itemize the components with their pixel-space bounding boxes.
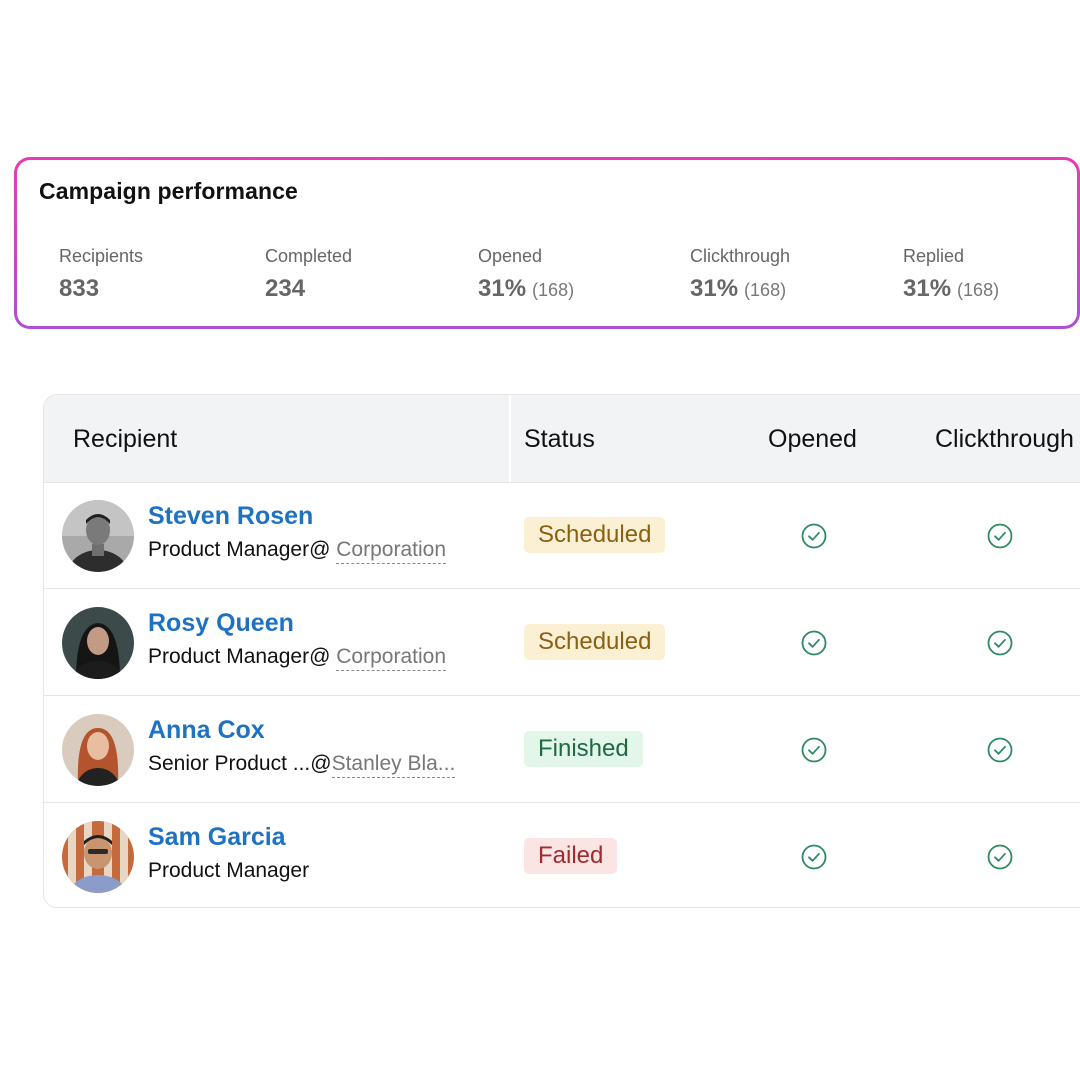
avatar-photo <box>62 714 134 786</box>
recipient-name-link[interactable]: Steven Rosen <box>148 502 314 530</box>
check-circle-icon <box>987 523 1013 549</box>
check-circle-icon <box>801 630 827 656</box>
metric-value: 31% (168) <box>903 275 999 303</box>
campaign-performance-inner: Campaign performance Recipients 833 Comp… <box>17 160 1077 326</box>
table-row[interactable]: Sam Garcia Product Manager Failed <box>44 803 1080 907</box>
metric-completed: Completed 234 <box>265 246 352 303</box>
metric-label: Clickthrough <box>690 246 791 266</box>
table-row[interactable]: Anna Cox Senior Product ...@Stanley Bla.… <box>44 696 1080 803</box>
status-badge: Scheduled <box>524 517 666 553</box>
avatar <box>62 607 134 679</box>
metric-opened: Opened 31% (168) <box>478 246 574 303</box>
metric-label: Opened <box>478 246 543 266</box>
metric-count: (168) <box>744 280 787 300</box>
campaign-performance-title: Campaign performance <box>39 178 298 204</box>
table-header: Recipient Status Opened Clickthrough <box>44 395 1080 483</box>
avatar-photo <box>62 607 134 679</box>
check-circle-icon <box>987 630 1013 656</box>
check-circle-icon <box>801 523 827 549</box>
recipient-name-link[interactable]: Rosy Queen <box>148 609 294 637</box>
check-circle-icon <box>801 844 827 870</box>
column-header-status[interactable]: Status <box>524 425 595 453</box>
status-badge: Scheduled <box>524 624 666 660</box>
metric-value: 31% (168) <box>478 275 574 303</box>
metric-count: (168) <box>532 280 575 300</box>
status-badge: Failed <box>524 838 618 874</box>
metric-number: 234 <box>265 275 306 302</box>
recipient-role: Product Manager <box>148 859 309 883</box>
check-circle-icon <box>987 844 1013 870</box>
recipients-table: Recipient Status Opened Clickthrough Ste… <box>43 394 1080 908</box>
check-circle-icon <box>987 737 1013 763</box>
header-divider <box>509 395 511 482</box>
column-header-recipient[interactable]: Recipient <box>73 425 178 453</box>
recipient-org-link[interactable]: Stanley Bla... <box>331 752 456 778</box>
avatar-photo <box>62 500 134 572</box>
metric-value: 31% (168) <box>690 275 790 303</box>
recipient-title: Senior Product ...@ <box>148 752 332 775</box>
recipient-title: Product Manager <box>148 859 310 882</box>
metric-count: (168) <box>957 280 1000 300</box>
metric-recipients: Recipients 833 <box>59 246 143 303</box>
avatar <box>62 714 134 786</box>
table-row[interactable]: Rosy Queen Product Manager@ Corporation … <box>44 589 1080 696</box>
recipient-org-link[interactable]: Corporation <box>336 538 446 564</box>
status-badge: Finished <box>524 731 643 767</box>
recipient-name-link[interactable]: Anna Cox <box>148 716 265 744</box>
avatar-photo <box>62 821 134 893</box>
metric-value: 234 <box>265 275 352 303</box>
recipient-org-link[interactable]: Corporation <box>336 645 446 671</box>
recipient-role: Product Manager@ Corporation <box>148 645 446 671</box>
recipient-role: Product Manager@ Corporation <box>148 538 446 564</box>
avatar <box>62 500 134 572</box>
check-circle-icon <box>801 737 827 763</box>
table-row[interactable]: Steven Rosen Product Manager@ Corporatio… <box>44 482 1080 589</box>
column-header-opened[interactable]: Opened <box>768 425 857 453</box>
metric-label: Completed <box>265 246 353 266</box>
avatar <box>62 821 134 893</box>
metric-number: 833 <box>59 275 100 302</box>
column-header-clickthrough[interactable]: Clickthrough <box>935 425 1074 453</box>
recipient-name-link[interactable]: Sam Garcia <box>148 823 286 851</box>
metric-number: 31% <box>478 275 527 302</box>
recipient-role: Senior Product ...@Stanley Bla... <box>148 752 456 778</box>
metric-replied: Replied 31% (168) <box>903 246 999 303</box>
metric-label: Replied <box>903 246 965 266</box>
metric-value: 833 <box>59 275 143 303</box>
metric-number: 31% <box>903 275 952 302</box>
campaign-performance-card: Campaign performance Recipients 833 Comp… <box>14 157 1080 329</box>
metric-number: 31% <box>690 275 739 302</box>
recipient-title: Product Manager@ <box>148 538 331 561</box>
metric-label: Recipients <box>59 246 144 266</box>
metric-clickthrough: Clickthrough 31% (168) <box>690 246 790 303</box>
recipient-title: Product Manager@ <box>148 645 331 668</box>
